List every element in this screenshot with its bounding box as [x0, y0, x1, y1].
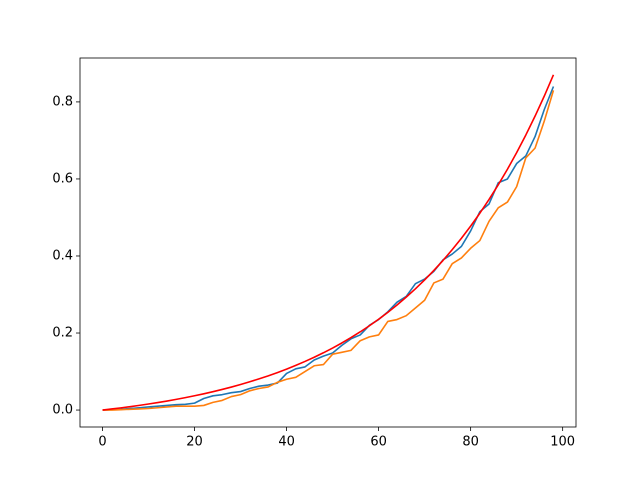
y-tick-label: 0.8 — [52, 94, 73, 109]
x-tick-label: 40 — [278, 435, 295, 450]
series-line — [102, 86, 555, 411]
y-tick-label: 0.6 — [52, 171, 73, 186]
series-line — [102, 90, 555, 411]
x-tick-label: 20 — [186, 435, 203, 450]
x-tick-label: 80 — [462, 435, 479, 450]
x-tick-label: 0 — [98, 435, 106, 450]
y-tick-label: 0.0 — [52, 403, 73, 418]
y-tick-label: 0.4 — [52, 248, 73, 263]
y-tick-label: 0.2 — [52, 326, 73, 341]
series-line — [102, 74, 555, 411]
plot-frame — [79, 57, 577, 428]
x-tick-label: 100 — [550, 435, 575, 450]
x-tick-label: 60 — [370, 435, 387, 450]
